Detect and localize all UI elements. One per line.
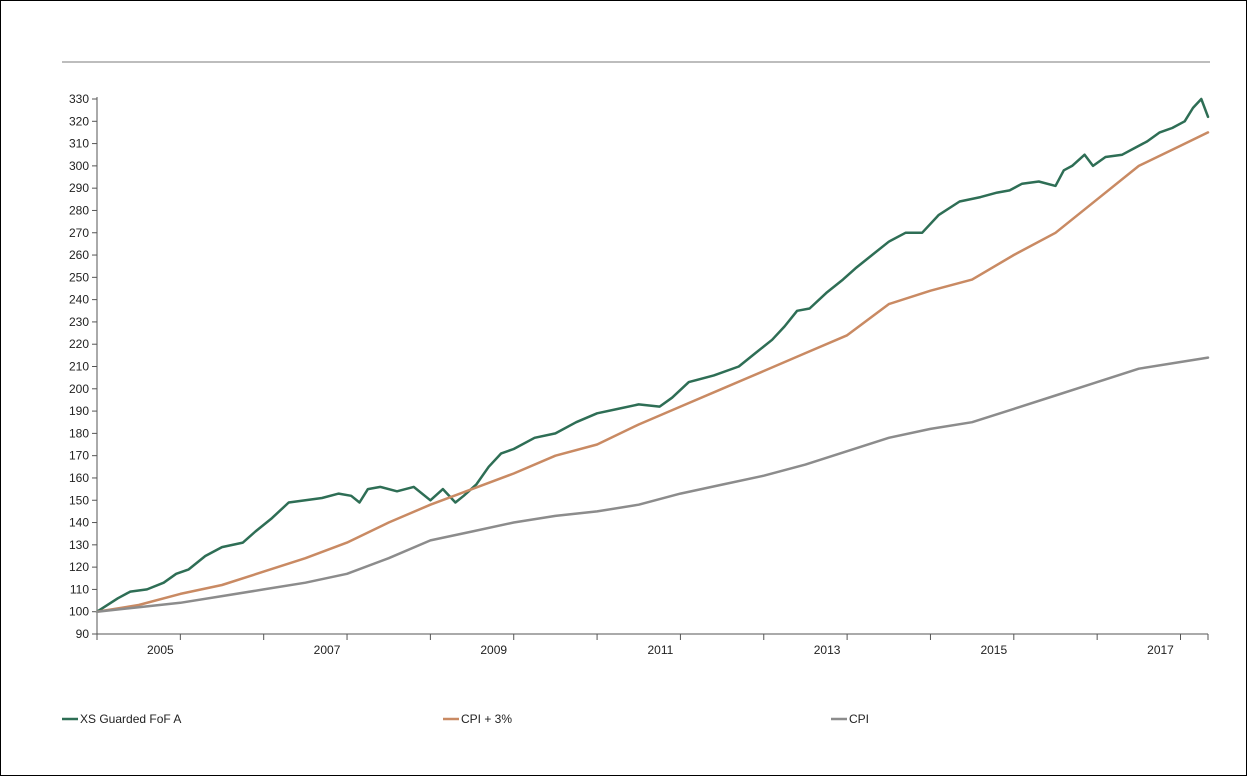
series-line-xs-guarded-fof-a	[95, 97, 1210, 613]
y-tick-label: 100	[69, 605, 89, 619]
legend-label-xs-guarded-fof-a: XS Guarded FoF A	[80, 712, 181, 726]
x-tick-label: 2011	[648, 643, 674, 657]
y-tick-label: 300	[69, 159, 89, 173]
y-tick-label: 330	[69, 92, 89, 106]
y-tick-label: 130	[69, 538, 89, 552]
x-axis-ticks: 2005 2007 2009 2011 2013 2015 2017	[96, 634, 1209, 657]
y-tick-label: 190	[69, 404, 89, 418]
y-tick-label: 120	[69, 560, 89, 574]
axes	[96, 97, 1208, 635]
x-tick-label: 2009	[480, 643, 507, 657]
y-tick-label: 180	[69, 426, 89, 440]
legend: XS Guarded FoF A CPI + 3% CPI	[62, 712, 869, 726]
y-tick-label: 230	[69, 315, 89, 329]
x-tick-label: 2017	[1147, 643, 1174, 657]
y-tick-label: 270	[69, 226, 89, 240]
x-tick-label: 2007	[314, 643, 341, 657]
y-tick-label: 220	[69, 337, 89, 351]
x-tick-label: 2015	[980, 643, 1007, 657]
y-tick-label: 290	[69, 181, 89, 195]
y-tick-label: 160	[69, 471, 89, 485]
x-tick-label: 2013	[814, 643, 841, 657]
series-line-cpi	[95, 356, 1210, 613]
y-tick-label: 90	[76, 627, 90, 641]
series-lines	[95, 97, 1210, 613]
y-tick-label: 240	[69, 293, 89, 307]
y-tick-label: 170	[69, 449, 89, 463]
y-tick-label: 210	[69, 360, 89, 374]
series-line-cpi-3	[95, 131, 1210, 613]
y-tick-label: 200	[69, 382, 89, 396]
x-tick-label: 2005	[147, 643, 174, 657]
legend-label-cpi: CPI	[849, 712, 869, 726]
y-tick-label: 320	[69, 114, 89, 128]
y-axis-ticks: 90 100 110 120 130 140 150 160 170 180 190 200 210 22…	[69, 92, 97, 641]
y-tick-label: 110	[70, 582, 89, 596]
y-tick-label: 250	[69, 270, 89, 284]
y-tick-label: 310	[69, 137, 89, 151]
y-tick-label: 280	[69, 203, 89, 217]
legend-label-cpi-3: CPI + 3%	[461, 712, 512, 726]
y-tick-label: 150	[69, 493, 89, 507]
y-tick-label: 140	[69, 516, 89, 530]
y-tick-label: 260	[69, 248, 89, 262]
